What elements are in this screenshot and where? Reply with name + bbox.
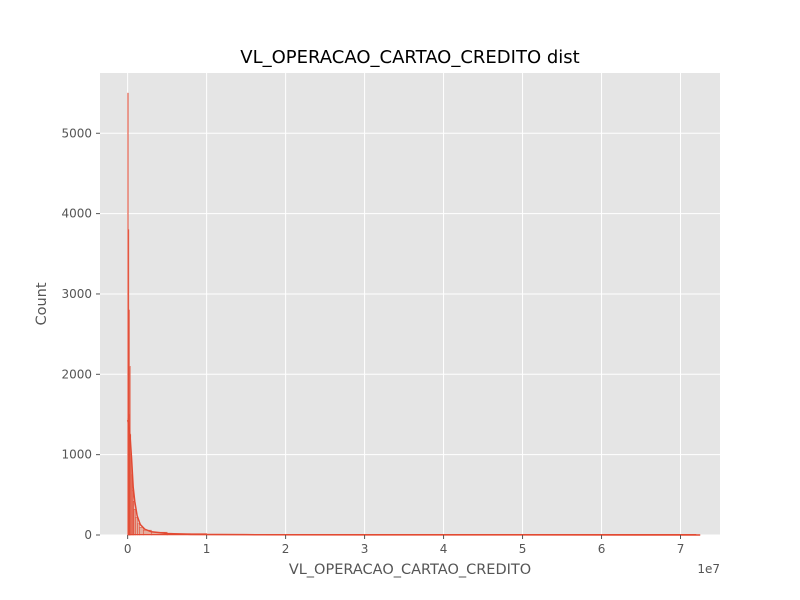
x-tick-labels: 0 1 2 3 4 5 6 7 [124,535,685,556]
plot-area [100,73,720,535]
chart-title: VL_OPERACAO_CARTAO_CREDITO dist [240,47,579,68]
y-tick-label: 5000 [61,126,92,140]
histogram-bar [135,517,138,536]
y-tick-label: 0 [84,528,92,542]
x-tick-label: 1 [203,542,211,556]
y-tick-label: 2000 [61,367,92,381]
x-tick-label: 5 [519,542,527,556]
x-tick-label: 3 [361,542,369,556]
x-axis-label: VL_OPERACAO_CARTAO_CREDITO [289,562,531,578]
y-axis-label: Count [34,282,50,325]
x-tick-label: 2 [282,542,290,556]
x-tick-label: 6 [598,542,606,556]
x-tick-label: 4 [440,542,448,556]
histogram-bar [137,523,140,536]
x-tick-label: 7 [677,542,685,556]
x-tick-label: 0 [124,542,132,556]
y-tick-label: 1000 [61,448,92,462]
y-tick-label: 4000 [61,207,92,221]
y-tick-labels: 0 1000 2000 3000 4000 5000 [61,126,100,542]
x-offset-label: 1e7 [697,562,720,576]
y-tick-label: 3000 [61,287,92,301]
histogram-bar [139,527,144,536]
kde-line [126,419,701,536]
